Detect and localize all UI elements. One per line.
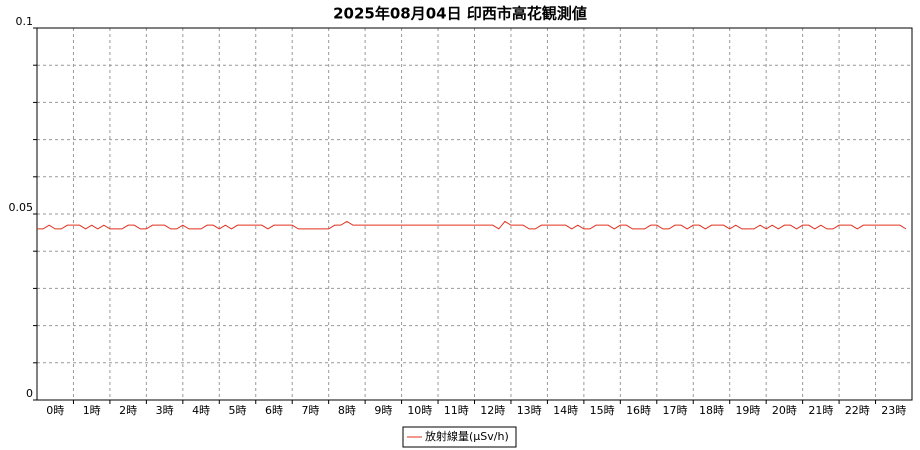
x-tick-label: 8時 [338,404,356,417]
x-tick-label: 5時 [229,404,247,417]
x-tick-label: 17時 [663,404,688,417]
x-tick-label: 13時 [517,404,542,417]
y-tick-label: 0.1 [16,15,34,28]
plot-border [36,27,913,401]
legend: 放射線量(μSv/h) [402,426,517,448]
x-tick-label: 15時 [590,404,615,417]
x-tick-label: 10時 [407,404,432,417]
x-tick-label: 23時 [881,404,906,417]
legend-label: 放射線量(μSv/h) [425,429,509,443]
x-tick-label: 22時 [845,404,870,417]
x-tick-label: 6時 [265,404,283,417]
chart-title: 2025年08月04日 印西市高花観測値 [333,5,587,23]
x-tick-label: 9時 [374,404,392,417]
legend-box [402,426,517,448]
y-tick-label: 0 [26,387,33,400]
x-tick-label: 21時 [808,404,833,417]
x-tick-label: 0時 [46,404,64,417]
x-tick-label: 18時 [699,404,724,417]
x-tick-label: 2時 [119,404,137,417]
x-tick-label: 19時 [735,404,760,417]
x-tick-label: 14時 [553,404,578,417]
y-tick-label: 0.05 [9,201,34,214]
x-tick-label: 4時 [192,404,210,417]
x-tick-label: 7時 [301,404,319,417]
x-tick-label: 20時 [772,404,797,417]
x-tick-label: 16時 [626,404,651,417]
x-tick-label: 1時 [83,404,101,417]
x-tick-label: 11時 [444,404,469,417]
x-tick-label: 12時 [480,404,505,417]
x-tick-label: 3時 [156,404,174,417]
data-line [37,220,907,230]
